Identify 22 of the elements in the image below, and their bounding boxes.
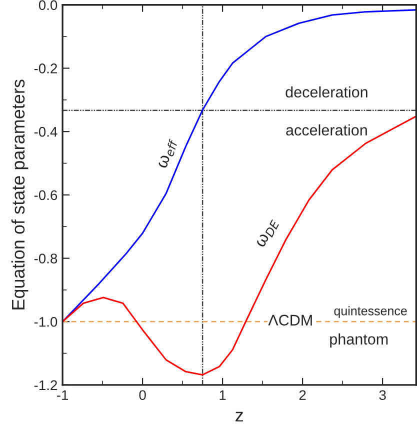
annotation: quintessence <box>334 306 407 318</box>
y-tick-label: -1.0 <box>34 316 58 327</box>
y-axis-title: Equation of state parameters <box>11 80 28 310</box>
annotation: ω$_{eff}$ <box>158 138 178 170</box>
annotation: acceleration <box>286 124 367 136</box>
x-tick-label: 2 <box>299 390 306 400</box>
x-axis-title: z <box>236 412 243 422</box>
annotation: deceleration <box>286 86 368 98</box>
y-tick-label: 0.0 <box>38 0 58 10</box>
annotation: ΛCDM <box>268 314 312 326</box>
y-tick-label: -0.8 <box>34 254 58 264</box>
annotation: phantom <box>330 333 388 348</box>
y-tick-label: -1.2 <box>34 380 57 390</box>
x-tick-label: 3 <box>379 390 386 400</box>
annotation: ω$_{DE}$ <box>256 218 280 249</box>
x-tick-label: 1 <box>220 390 226 400</box>
line-series <box>62 116 416 376</box>
x-tick-label: -1 <box>56 390 68 400</box>
y-tick-label: -0.2 <box>34 64 57 74</box>
y-tick-label: -0.6 <box>34 190 58 200</box>
y-tick-label: -0.4 <box>34 126 58 137</box>
x-tick-label: 0 <box>139 390 146 400</box>
